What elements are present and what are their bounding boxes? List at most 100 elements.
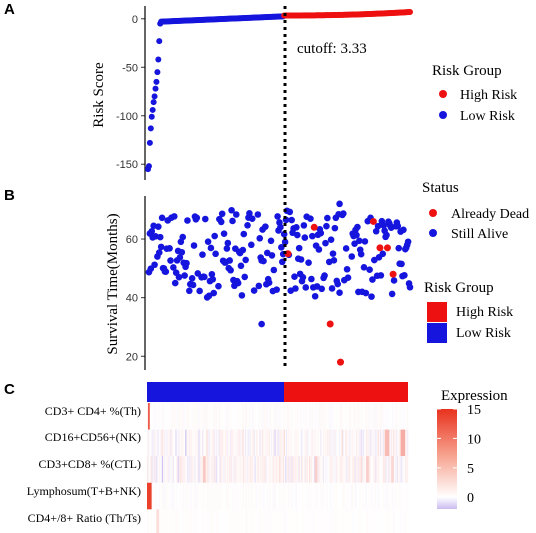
legend-status-alive-swatch [429,229,437,237]
heatmap-cell [218,509,220,533]
heatmap-cell [346,429,348,457]
heatmap-cell [174,456,177,483]
heatmap-cell [360,482,362,510]
heatmap-cell [306,403,308,430]
heatmap-cell [273,482,275,510]
survival-point-alive [308,275,315,283]
heatmap-cell [241,403,243,430]
heatmap-cell [152,482,154,510]
heatmap-cell [292,482,294,510]
heatmap-cell [321,429,323,457]
heatmap-cell [268,456,270,483]
heatmap-cell [284,509,287,533]
heatmap-cell [208,509,210,533]
heatmap-cell [298,482,300,510]
heatmap-cell [381,509,384,533]
heatmap-cell [293,509,295,533]
legend-status-alive: Still Alive [451,227,508,242]
panel-b-tick-label: 40 [126,293,138,305]
heatmap-cell [330,509,332,533]
heatmap-cell [278,456,280,483]
heatmap-cell [336,482,338,510]
heatmap-cell [327,482,330,510]
heatmap-cell [243,509,246,533]
heatmap-cell [207,456,209,483]
survival-point-dead [389,270,397,278]
heatmap-cell [300,429,302,457]
heatmap-cell [218,403,220,430]
heatmap-cell [314,456,316,483]
heatmap-cell [200,403,202,430]
heatmap-cell [231,482,234,510]
heatmap-cell [377,456,379,483]
survival-point-alive [215,282,222,290]
heatmap-cell [234,429,236,457]
heatmap-cell [383,456,385,483]
heatmap-cell [233,482,235,510]
heatmap-cell [214,429,216,457]
heatmap-cell [223,403,225,430]
heatmap-cell [291,456,293,483]
heatmap-cell [247,403,249,430]
heatmap-cell [366,456,368,483]
heatmap-cell [147,403,150,430]
heatmap-cell [249,403,251,430]
heatmap-cell [403,482,405,510]
heatmap-cell [158,403,160,430]
heatmap-cell [225,482,227,510]
heatmap-cell [284,509,286,533]
heatmap-cell [260,429,262,457]
heatmap-cell [241,509,243,533]
heatmap-cell [315,482,317,510]
survival-point-alive [204,238,212,245]
heatmap-cell [380,509,382,533]
heatmap-cell [382,403,385,430]
heatmap-cell [258,482,261,510]
heatmap-cell [299,403,302,430]
heatmap-cell [218,482,220,510]
heatmap-cell [185,403,187,430]
heatmap-cell [211,509,213,533]
survival-point-alive [351,240,358,248]
heatmap-cell [395,509,398,533]
heatmap-cell [278,509,280,533]
heatmap-cell [298,509,300,533]
legend-risk-a-title: Risk Group [432,63,502,79]
heatmap-cell [259,429,261,457]
heatmap-cell [156,482,158,510]
heatmap-cell [243,482,245,510]
heatmap-cell [298,429,301,457]
survival-point-alive [179,233,187,241]
heatmap-cell [221,429,223,457]
survival-point-alive [334,280,341,288]
heatmap-cell [363,456,365,483]
survival-point-alive [237,262,245,270]
heatmap-cell [404,456,406,483]
heatmap-cell [147,509,150,533]
heatmap-cell [158,509,160,533]
heatmap-cell [220,509,222,533]
heatmap-cell [386,403,388,430]
heatmap-cell [263,509,265,533]
heatmap-cell [269,403,271,430]
survival-point-alive [210,289,218,297]
survival-point-alive [400,226,407,234]
heatmap-cell [176,509,179,533]
heatmap-cell [312,403,315,430]
heatmap-cell [290,403,292,430]
heatmap-cell [363,509,365,533]
heatmap-cell [354,429,357,457]
survival-point-alive [394,222,402,230]
heatmap-cell [206,509,208,533]
heatmap-cell [190,482,192,510]
heatmap-cell [371,456,373,483]
heatmap-cell [299,509,302,533]
heatmap-cell [188,509,191,533]
panel-a-yaxis: 0-50-100-150 [116,14,145,171]
heatmap-cell [347,403,349,430]
heatmap-cell [256,482,258,510]
legend-risk-b-low-swatch [427,323,447,343]
heatmap-cell [347,509,349,533]
heatmap-cell [169,509,171,533]
heatmap-cell [163,509,165,533]
